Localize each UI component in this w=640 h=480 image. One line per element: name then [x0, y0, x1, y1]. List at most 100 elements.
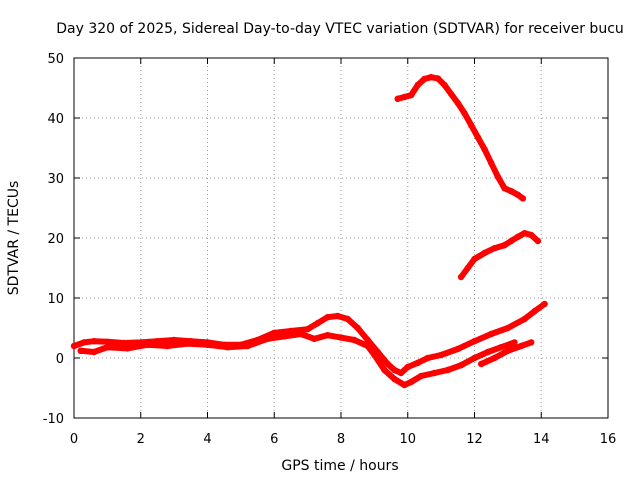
data-point: [90, 348, 98, 356]
series-line-arc-middle: [458, 230, 541, 280]
data-point: [441, 81, 448, 89]
x-tick-label: 4: [203, 432, 211, 447]
y-tick-label: 30: [47, 172, 64, 187]
data-point: [504, 324, 512, 332]
y-tick-label: -10: [43, 412, 64, 427]
data-point: [521, 230, 528, 237]
data-point: [104, 344, 111, 351]
data-point: [364, 342, 371, 350]
data-point: [514, 191, 522, 198]
data-point: [534, 237, 542, 245]
data-point: [508, 188, 515, 195]
data-point: [90, 338, 98, 345]
data-point: [461, 110, 468, 117]
data-point: [481, 146, 488, 153]
data-point: [464, 264, 471, 272]
y-tick-label: 20: [47, 232, 64, 247]
data-point: [498, 344, 505, 351]
data-point: [384, 360, 391, 368]
data-point: [297, 330, 305, 338]
data-point: [281, 333, 288, 340]
data-point: [164, 342, 171, 350]
data-point: [104, 338, 111, 345]
data-point: [471, 255, 478, 263]
data-point: [184, 340, 191, 347]
data-point: [541, 300, 548, 308]
data-point: [170, 336, 178, 344]
data-point: [491, 354, 498, 362]
data-point: [528, 231, 535, 239]
data-point: [391, 375, 398, 383]
data-point: [337, 334, 345, 341]
data-point: [521, 315, 528, 323]
grid: [74, 58, 608, 418]
data-point: [397, 369, 405, 377]
y-tick-label: 10: [47, 292, 64, 307]
y-tick-label: 0: [56, 352, 64, 367]
data-point: [124, 345, 131, 352]
data-point: [434, 75, 441, 82]
data-point: [417, 372, 425, 380]
data-point: [508, 237, 515, 245]
data-point: [481, 249, 488, 257]
data-point: [437, 351, 445, 359]
data-point: [401, 93, 408, 101]
data-point: [80, 339, 88, 346]
data-point: [407, 92, 415, 99]
data-series: [70, 74, 548, 389]
y-tick-label: 50: [47, 52, 64, 67]
data-point: [371, 351, 378, 359]
data-point: [518, 342, 525, 350]
data-point: [401, 381, 408, 389]
data-point: [224, 344, 231, 351]
data-point: [471, 338, 478, 345]
data-point: [444, 366, 451, 374]
series-line-arc-upper: [394, 74, 526, 202]
data-point: [468, 122, 475, 129]
data-point: [447, 90, 455, 98]
data-point: [484, 348, 492, 356]
data-point: [404, 363, 411, 371]
data-point: [407, 378, 415, 386]
x-tick-label: 0: [70, 432, 78, 447]
data-point: [311, 335, 318, 342]
x-tick-label: 2: [137, 432, 145, 447]
data-point: [70, 342, 78, 350]
data-point: [504, 347, 512, 354]
data-point: [354, 324, 361, 332]
data-point: [454, 99, 461, 107]
data-point: [391, 366, 398, 374]
data-point: [457, 273, 465, 281]
data-point: [488, 159, 495, 167]
data-point: [77, 347, 84, 354]
data-point: [501, 185, 508, 192]
data-point: [421, 75, 428, 83]
data-point: [474, 134, 481, 141]
axis-ticks: 0 2 4 6 8 10 12 14 16 -10 0 10 20 30 40 50: [43, 52, 617, 447]
data-point: [271, 329, 278, 336]
data-point: [414, 359, 421, 366]
x-tick-label: 10: [399, 432, 416, 447]
x-axis-label: GPS time / hours: [281, 458, 398, 474]
x-tick-label: 14: [533, 432, 550, 447]
y-axis-label: SDTVAR / TECUs: [6, 181, 22, 296]
data-point: [431, 369, 438, 377]
data-point: [488, 330, 495, 338]
data-point: [501, 242, 508, 249]
data-point: [324, 314, 331, 321]
data-point: [514, 233, 522, 240]
data-point: [364, 336, 371, 344]
x-tick-label: 16: [600, 432, 617, 447]
x-tick-label: 6: [270, 432, 278, 447]
y-tick-label: 40: [47, 112, 64, 127]
data-point: [324, 332, 331, 339]
data-point: [519, 195, 527, 202]
data-point: [381, 366, 388, 374]
data-point: [314, 320, 321, 327]
data-point: [471, 354, 478, 362]
data-point: [454, 345, 461, 353]
data-point: [478, 360, 485, 368]
x-tick-label: 8: [337, 432, 345, 447]
data-point: [394, 95, 401, 103]
